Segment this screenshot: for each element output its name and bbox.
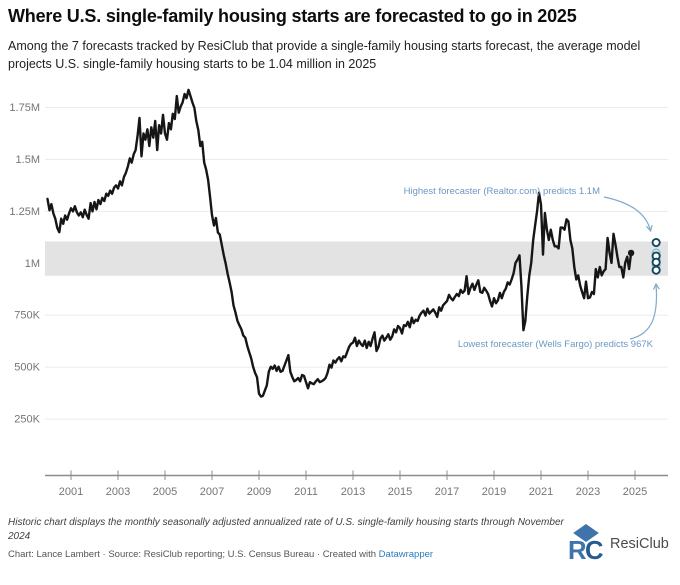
svg-text:2019: 2019 xyxy=(482,486,506,498)
forecast-range-band xyxy=(45,241,668,276)
datawrapper-link[interactable]: Datawrapper xyxy=(378,549,434,560)
x-axis: 2001 2003 2005 2007 2009 2011 2013 2015 2017 2019… xyxy=(45,470,668,498)
forecast-dot xyxy=(651,265,661,275)
series-line xyxy=(46,88,635,398)
svg-text:2013: 2013 xyxy=(341,486,365,498)
page-subtitle: Among the 7 forecasts tracked by ResiClu… xyxy=(8,39,641,72)
svg-text:2007: 2007 xyxy=(200,486,224,498)
svg-text:2003: 2003 xyxy=(106,486,130,498)
svg-text:2009: 2009 xyxy=(247,486,271,498)
svg-text:1.5M: 1.5M xyxy=(16,154,40,166)
svg-text:2025: 2025 xyxy=(623,486,647,498)
svg-text:2021: 2021 xyxy=(529,486,553,498)
forecast-dot xyxy=(651,237,661,248)
svg-text:2015: 2015 xyxy=(388,486,412,498)
svg-text:2023: 2023 xyxy=(576,486,600,498)
byline-text: Chart: Lance Lambert · Source: ResiClub … xyxy=(8,549,379,560)
annotation-highest-forecaster: Highest forecaster (Realtor.com) predict… xyxy=(404,186,600,197)
svg-text:2005: 2005 xyxy=(153,486,177,498)
svg-text:1.25M: 1.25M xyxy=(9,206,40,218)
svg-text:1.75M: 1.75M xyxy=(9,102,40,114)
curved-arrow-up-icon xyxy=(629,282,660,340)
logo-letter-c: C xyxy=(585,537,604,561)
resiclub-logo-icon: R C xyxy=(568,523,604,561)
svg-text:2017: 2017 xyxy=(435,486,459,498)
svg-text:750K: 750K xyxy=(14,310,40,322)
svg-text:250K: 250K xyxy=(14,414,40,426)
resiclub-logo-text: ResiClub xyxy=(610,536,669,552)
curved-arrow-down-icon xyxy=(603,196,653,233)
svg-text:1M: 1M xyxy=(25,258,40,270)
logo-letter-r: R xyxy=(568,537,587,561)
svg-text:2011: 2011 xyxy=(294,486,318,498)
logo-diamond xyxy=(573,523,599,542)
page-title: Where U.S. single-family housing starts … xyxy=(8,6,577,26)
footer-byline: Chart: Lance Lambert · Source: ResiClub … xyxy=(8,549,433,560)
y-axis-labels: 1.75M 1.5M 1.25M 1M 750K 500K 250K xyxy=(9,102,40,426)
annotation-lowest-forecaster: Lowest forecaster (Wells Fargo) predicts… xyxy=(458,339,654,350)
forecast-dots xyxy=(651,237,661,275)
svg-text:2001: 2001 xyxy=(59,486,83,498)
footer-note: Historic chart displays the monthly seas… xyxy=(8,517,564,542)
svg-text:500K: 500K xyxy=(14,362,40,374)
forecast-dot xyxy=(651,257,661,267)
